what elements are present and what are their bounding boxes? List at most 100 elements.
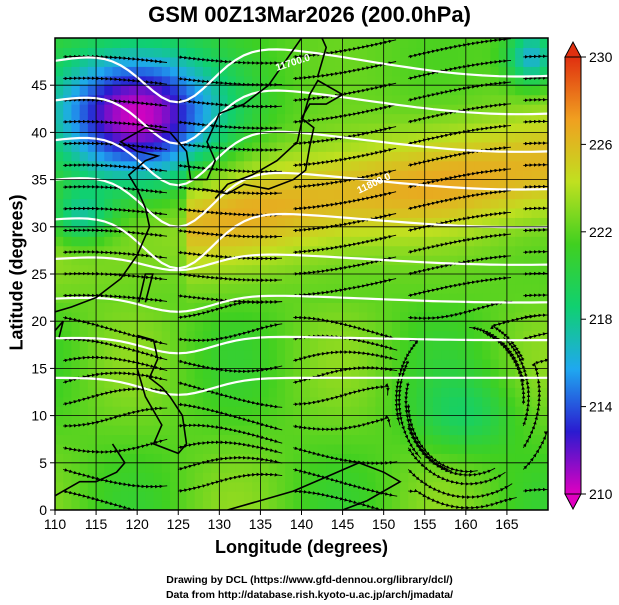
heatmap-cell <box>391 236 401 247</box>
heatmap-cell <box>153 75 163 86</box>
heatmap-cell <box>515 264 524 275</box>
heatmap-cell <box>408 56 418 67</box>
heatmap-cell <box>211 368 220 379</box>
heatmap-cell <box>170 141 179 152</box>
heatmap-cell <box>408 170 418 181</box>
heatmap-cell <box>227 160 237 171</box>
heatmap-cell <box>170 274 179 285</box>
heatmap-cell <box>391 425 401 436</box>
heatmap-cell <box>391 292 401 303</box>
heatmap-cell <box>539 151 548 162</box>
heatmap-cell <box>293 415 303 426</box>
heatmap-cell <box>137 434 146 445</box>
heatmap-cell <box>260 349 270 360</box>
heatmap-cell <box>137 170 146 181</box>
heatmap-cell <box>235 453 245 464</box>
heatmap-cell <box>63 472 73 483</box>
heatmap-cell <box>506 443 516 454</box>
heatmap-cell <box>375 453 385 464</box>
heatmap-cell <box>342 151 352 162</box>
heatmap-cell <box>309 321 319 332</box>
heatmap-cell <box>498 56 508 67</box>
heatmap-cell <box>482 349 492 360</box>
heatmap-cell <box>161 292 171 303</box>
heatmap-cell <box>235 207 245 218</box>
heatmap-cell <box>490 415 500 426</box>
heatmap-cell <box>137 226 146 237</box>
chart-title: GSM 00Z13Mar2026 (200.0hPa) <box>148 2 471 27</box>
heatmap-cell <box>383 264 393 275</box>
x-tick-label: 135 <box>249 516 273 532</box>
heatmap-cell <box>128 179 138 190</box>
heatmap-cell <box>482 321 492 332</box>
heatmap-cell <box>252 358 262 369</box>
heatmap-cell <box>457 443 467 454</box>
heatmap-cell <box>211 462 220 473</box>
heatmap-cell <box>87 236 97 247</box>
heatmap-cell <box>153 425 163 436</box>
heatmap-cell <box>367 358 377 369</box>
heatmap-cell <box>87 481 97 492</box>
heatmap-cell <box>186 321 196 332</box>
heatmap-cell <box>137 56 146 67</box>
heatmap-cell <box>506 236 516 247</box>
heatmap-cell <box>482 94 492 105</box>
heatmap-cell <box>515 141 524 152</box>
heatmap-cell <box>531 66 541 77</box>
heatmap-cell <box>383 38 393 49</box>
heatmap-cell <box>326 349 335 360</box>
heatmap-cell <box>252 47 262 58</box>
heatmap-cell <box>186 85 196 96</box>
heatmap-cell <box>55 170 64 181</box>
heatmap-cell <box>87 245 97 256</box>
heatmap-cell <box>301 425 311 436</box>
heatmap-cell <box>211 311 220 322</box>
heatmap-cell <box>506 500 516 510</box>
heatmap-cell <box>71 198 81 209</box>
heatmap-cell <box>506 141 516 152</box>
heatmap-cell <box>531 151 541 162</box>
colorbar-tick-label: 218 <box>589 311 613 327</box>
heatmap-cell <box>285 104 294 115</box>
plot-area <box>55 38 548 510</box>
credit-drawing: Drawing by DCL (https://www.gfd-dennou.o… <box>166 574 453 586</box>
heatmap-cell <box>243 349 253 360</box>
heatmap-cell <box>309 406 319 417</box>
heatmap-cell <box>383 302 393 313</box>
heatmap-cell <box>55 302 64 313</box>
heatmap-cell <box>506 283 516 294</box>
heatmap-cell <box>170 491 179 502</box>
heatmap-cell <box>285 368 294 379</box>
heatmap-cell <box>145 94 155 105</box>
heatmap-cell <box>202 377 212 388</box>
heatmap-cell <box>449 274 459 285</box>
heatmap-cell <box>276 406 286 417</box>
heatmap-cell <box>506 132 516 143</box>
heatmap-cell <box>334 434 344 445</box>
heatmap-cell <box>482 245 492 256</box>
heatmap-cell <box>96 75 105 86</box>
heatmap-cell <box>441 406 450 417</box>
heatmap-cell <box>408 377 418 388</box>
heatmap-cell <box>301 340 311 351</box>
heatmap-cell <box>87 104 97 115</box>
heatmap-cell <box>153 85 163 96</box>
heatmap-cell <box>301 207 311 218</box>
heatmap-cell <box>63 255 73 266</box>
heatmap-cell <box>104 151 114 162</box>
heatmap-cell <box>235 85 245 96</box>
heatmap-cell <box>408 151 418 162</box>
heatmap-cell <box>400 151 409 162</box>
heatmap-cell <box>367 47 377 58</box>
y-tick-label: 5 <box>39 455 47 471</box>
heatmap-cell <box>342 75 352 86</box>
heatmap-cell <box>424 292 434 303</box>
heatmap-cell <box>449 170 459 181</box>
streamline <box>523 271 548 280</box>
heatmap-cell <box>170 340 179 351</box>
heatmap-cell <box>449 160 459 171</box>
heatmap-cell <box>219 122 229 133</box>
heatmap-cell <box>87 160 97 171</box>
heatmap-cell <box>145 358 155 369</box>
heatmap-cell <box>383 462 393 473</box>
